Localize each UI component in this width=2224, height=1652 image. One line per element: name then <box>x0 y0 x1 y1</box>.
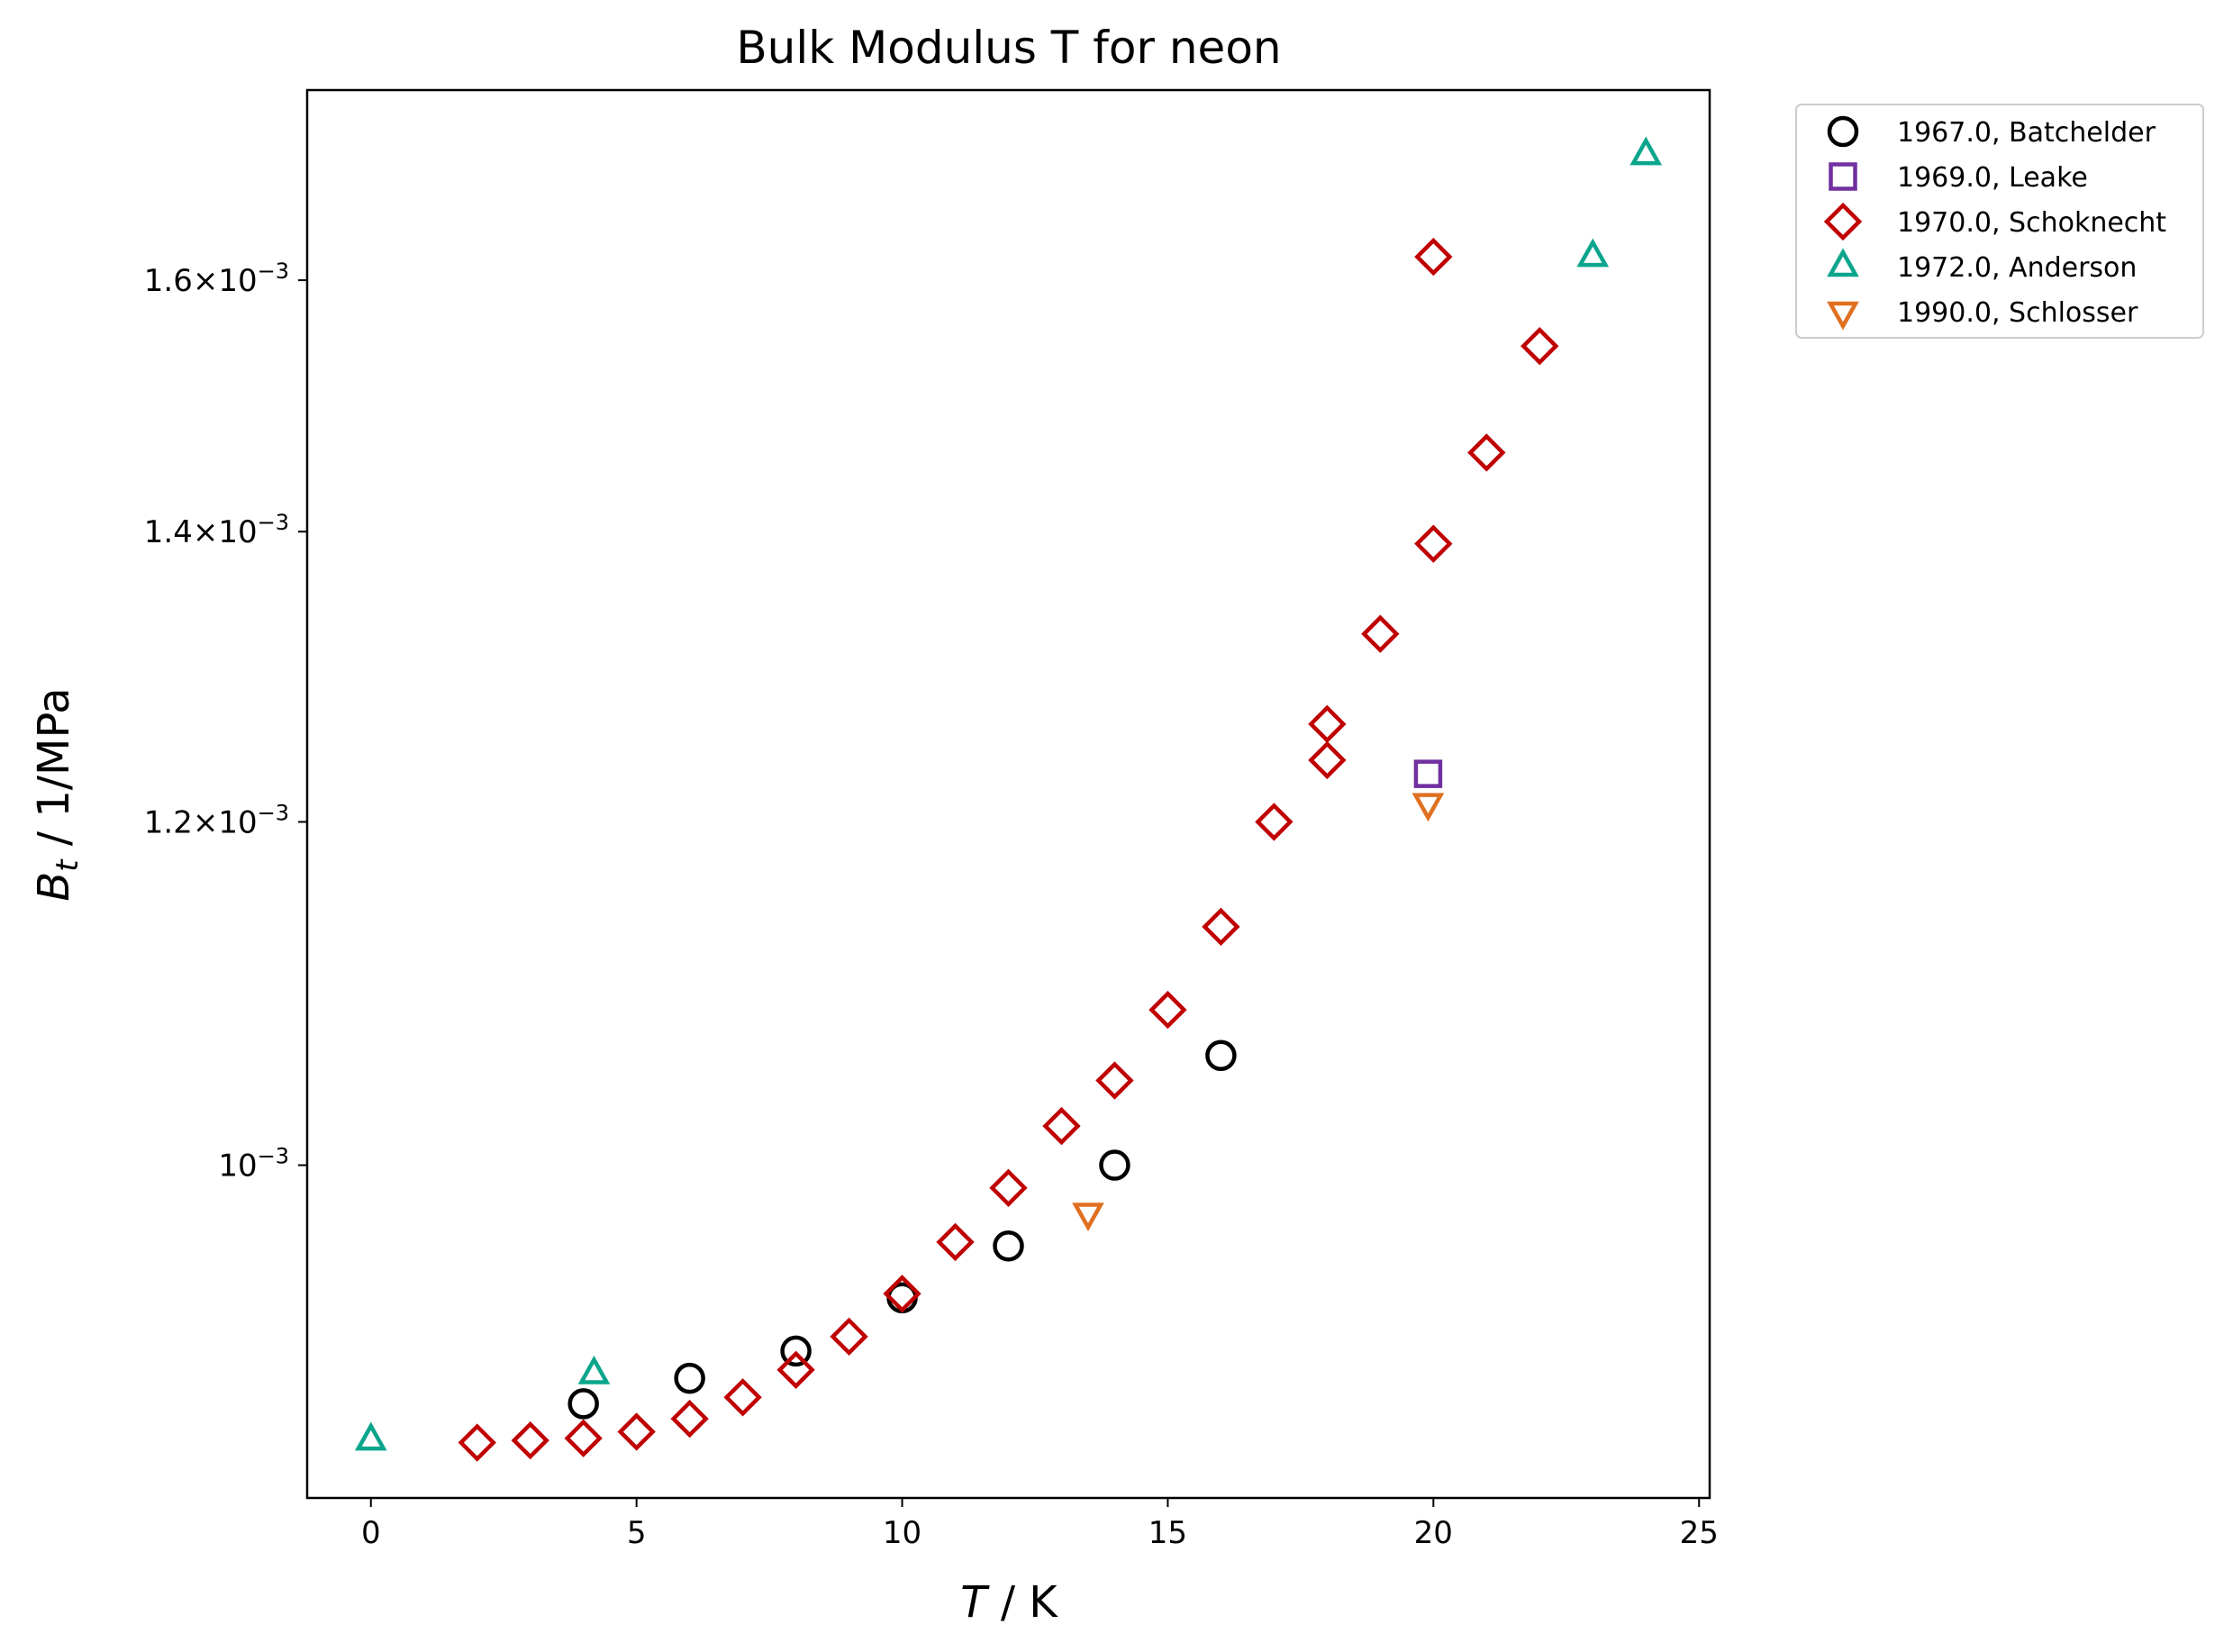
legend-label: 1990.0, Schlosser <box>1897 297 2138 329</box>
data-point-square <box>1413 759 1443 788</box>
data-point-diamond <box>511 1421 549 1460</box>
plot-frame <box>305 88 1711 1500</box>
legend-marker-triangle-up <box>1827 248 1859 277</box>
x-axis-label-unit: / K <box>987 1577 1059 1628</box>
data-point-circle <box>567 1388 599 1420</box>
x-tick-label: 25 <box>1680 1515 1719 1551</box>
data-point-diamond <box>1042 1106 1081 1146</box>
legend-box <box>1795 104 2204 339</box>
data-point-diamond <box>670 1399 709 1439</box>
data-point-diamond <box>458 1423 496 1462</box>
x-tick-label: 5 <box>627 1515 647 1551</box>
data-point-diamond <box>936 1222 975 1262</box>
data-point-circle <box>1099 1149 1130 1181</box>
data-point-diamond <box>1467 433 1506 472</box>
legend: 1967.0, Batchelder 1969.0, Leake 1970.0, S… <box>1795 104 2204 339</box>
y-axis-label-sub: t <box>50 858 86 872</box>
data-point-diamond <box>776 1350 815 1389</box>
data-point-circle <box>1205 1039 1237 1072</box>
legend-marker-triangle-down <box>1827 301 1859 331</box>
data-point-triangle-down <box>1412 793 1445 822</box>
data-point-diamond <box>830 1317 868 1357</box>
x-tick-label: 0 <box>361 1515 381 1551</box>
y-axis-label-var: B <box>29 872 79 902</box>
data-point-diamond <box>1308 740 1347 780</box>
data-point-triangle-up <box>354 1421 387 1451</box>
y-tick-label: 1.6×10−3 <box>144 259 289 299</box>
legend-label: 1970.0, Schoknecht <box>1897 207 2166 239</box>
x-tick-label: 15 <box>1148 1515 1187 1551</box>
data-point-diamond <box>1520 327 1559 366</box>
data-point-diamond <box>1308 704 1347 744</box>
data-point-triangle-up <box>577 1355 611 1384</box>
y-tick-label: 1.2×10−3 <box>144 800 289 840</box>
data-point-circle <box>780 1335 812 1367</box>
legend-label: 1972.0, Anderson <box>1897 252 2137 284</box>
data-point-diamond <box>1202 907 1240 947</box>
data-point-diamond <box>989 1168 1028 1207</box>
data-point-triangle-down <box>1072 1203 1104 1232</box>
legend-marker-square <box>1829 162 1857 191</box>
x-tick-label: 20 <box>1414 1515 1453 1551</box>
y-tick-label: 1.4×10−3 <box>144 510 289 550</box>
data-point-diamond <box>883 1275 921 1313</box>
x-axis-label-var: T <box>960 1577 990 1628</box>
y-axis-label: Bt / 1/MPa <box>29 687 86 901</box>
legend-items: 1967.0, Batchelder 1969.0, Leake 1970.0, S… <box>1823 115 2166 331</box>
data-point-triangle-up <box>1576 238 1610 268</box>
data-point-circle <box>993 1230 1024 1262</box>
data-point-diamond <box>723 1378 762 1417</box>
data-point-diamond <box>1095 1061 1134 1100</box>
chart-title: Bulk Modulus T for neon <box>736 22 1281 74</box>
plot-markers <box>354 136 1663 1462</box>
y-tick-label: 10−3 <box>218 1144 289 1185</box>
data-point-triangle-up <box>1629 136 1663 166</box>
legend-label: 1967.0, Batchelder <box>1897 117 2156 149</box>
y-axis-label-unit: / 1/MPa <box>29 687 79 859</box>
data-point-diamond <box>1414 237 1453 277</box>
legend-marker-diamond <box>1823 202 1863 241</box>
data-point-diamond <box>1255 803 1294 841</box>
data-point-circle <box>674 1362 705 1394</box>
data-point-diamond <box>617 1412 656 1451</box>
legend-label: 1969.0, Leake <box>1897 162 2088 194</box>
x-tick-label: 10 <box>883 1515 921 1551</box>
x-axis-label: T / K <box>960 1577 1058 1628</box>
data-point-diamond <box>564 1419 603 1457</box>
data-point-diamond <box>1361 614 1400 653</box>
legend-marker-circle <box>1827 115 1859 148</box>
x-axis-ticks: 0 5 10 15 20 25 <box>361 1498 1719 1551</box>
y-axis-ticks: 10−3 1.2×10−3 1.4×10−3 1.6×10−3 <box>144 259 307 1185</box>
data-point-diamond <box>1414 524 1453 563</box>
data-point-diamond <box>1148 990 1187 1030</box>
